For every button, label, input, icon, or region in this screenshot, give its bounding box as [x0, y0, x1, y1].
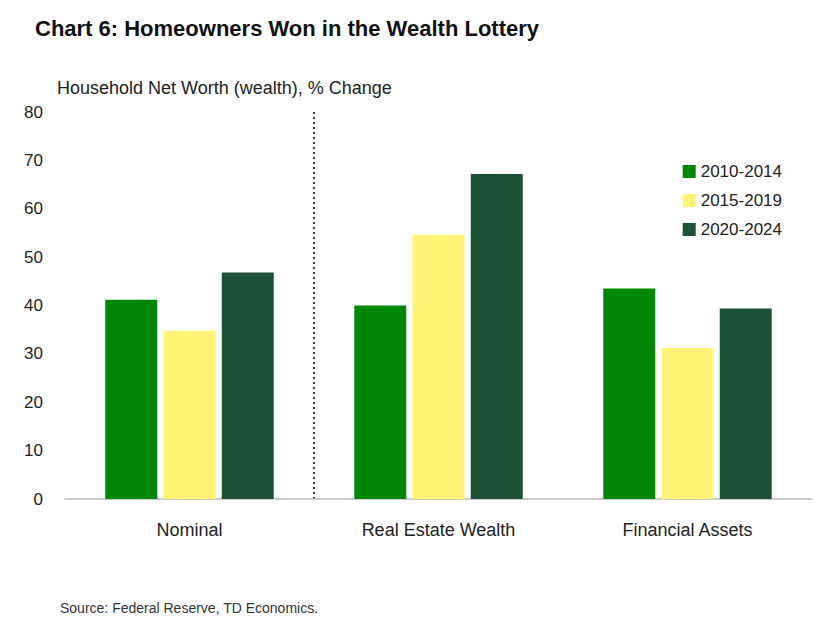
svg-text:0: 0 [34, 490, 43, 509]
svg-text:2015-2019: 2015-2019 [701, 191, 782, 210]
svg-text:40: 40 [24, 296, 43, 315]
svg-text:Nominal: Nominal [156, 520, 222, 540]
svg-text:2010-2014: 2010-2014 [701, 162, 782, 181]
svg-text:Real Estate Wealth: Real Estate Wealth [362, 520, 516, 540]
svg-text:Household Net Worth (wealth),: Household Net Worth (wealth), % Change [57, 78, 392, 98]
svg-text:80: 80 [24, 103, 43, 122]
svg-text:10: 10 [24, 441, 43, 460]
svg-text:30: 30 [24, 344, 43, 363]
svg-text:50: 50 [24, 248, 43, 267]
svg-text:Financial Assets: Financial Assets [622, 520, 752, 540]
svg-text:20: 20 [24, 393, 43, 412]
svg-text:2020-2024: 2020-2024 [701, 220, 782, 239]
svg-text:70: 70 [24, 151, 43, 170]
svg-text:Chart 6: Homeowners Won in the: Chart 6: Homeowners Won in the Wealth Lo… [35, 16, 540, 41]
svg-text:Source: Federal Reserve, TD Ec: Source: Federal Reserve, TD Economics. [60, 600, 318, 616]
svg-text:60: 60 [24, 199, 43, 218]
